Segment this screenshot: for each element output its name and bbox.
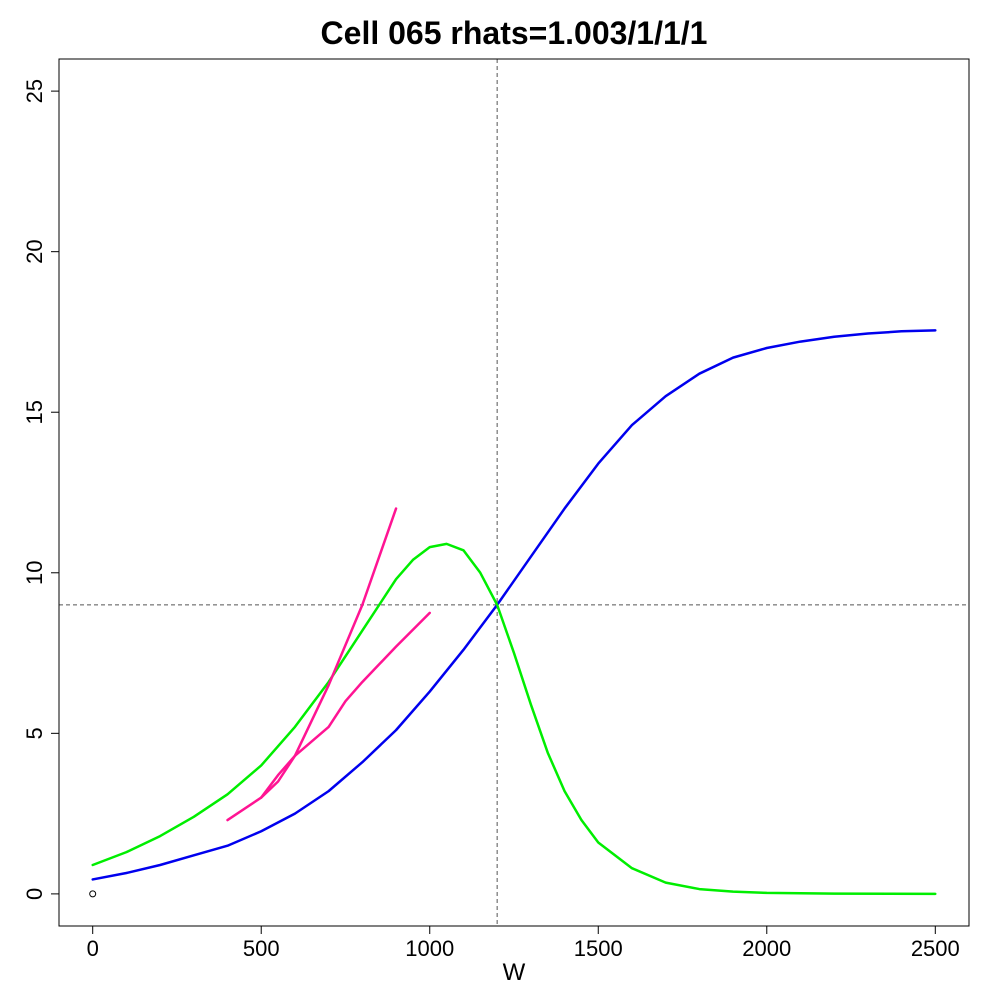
x-tick-label: 1000 — [405, 936, 454, 961]
chart-title: Cell 065 rhats=1.003/1/1/1 — [321, 15, 708, 51]
y-tick-label: 5 — [22, 727, 47, 739]
data-point-1 — [89, 890, 97, 898]
y-tick-label: 25 — [22, 79, 47, 103]
series-line-1 — [91, 329, 937, 881]
x-tick-label: 2500 — [911, 936, 960, 961]
x-tick-label: 0 — [87, 936, 99, 961]
y-tick-label: 20 — [22, 239, 47, 263]
series-line-4 — [259, 507, 398, 799]
series-line-3 — [226, 611, 431, 822]
x-tick-label: 2000 — [742, 936, 791, 961]
y-tick-label: 0 — [22, 888, 47, 900]
y-axis: 0 5 10 15 20 25 — [22, 79, 59, 900]
x-tick-label: 1500 — [574, 936, 623, 961]
x-axis: 0 500 1000 1500 2000 2500 — [87, 926, 960, 961]
x-tick-label: 500 — [243, 936, 280, 961]
y-tick-label: 10 — [22, 561, 47, 585]
series-line-2 — [91, 542, 937, 896]
y-tick-label: 15 — [22, 400, 47, 424]
x-axis-label: W — [503, 959, 526, 986]
plot-frame — [58, 58, 970, 927]
plot-area — [59, 59, 969, 926]
